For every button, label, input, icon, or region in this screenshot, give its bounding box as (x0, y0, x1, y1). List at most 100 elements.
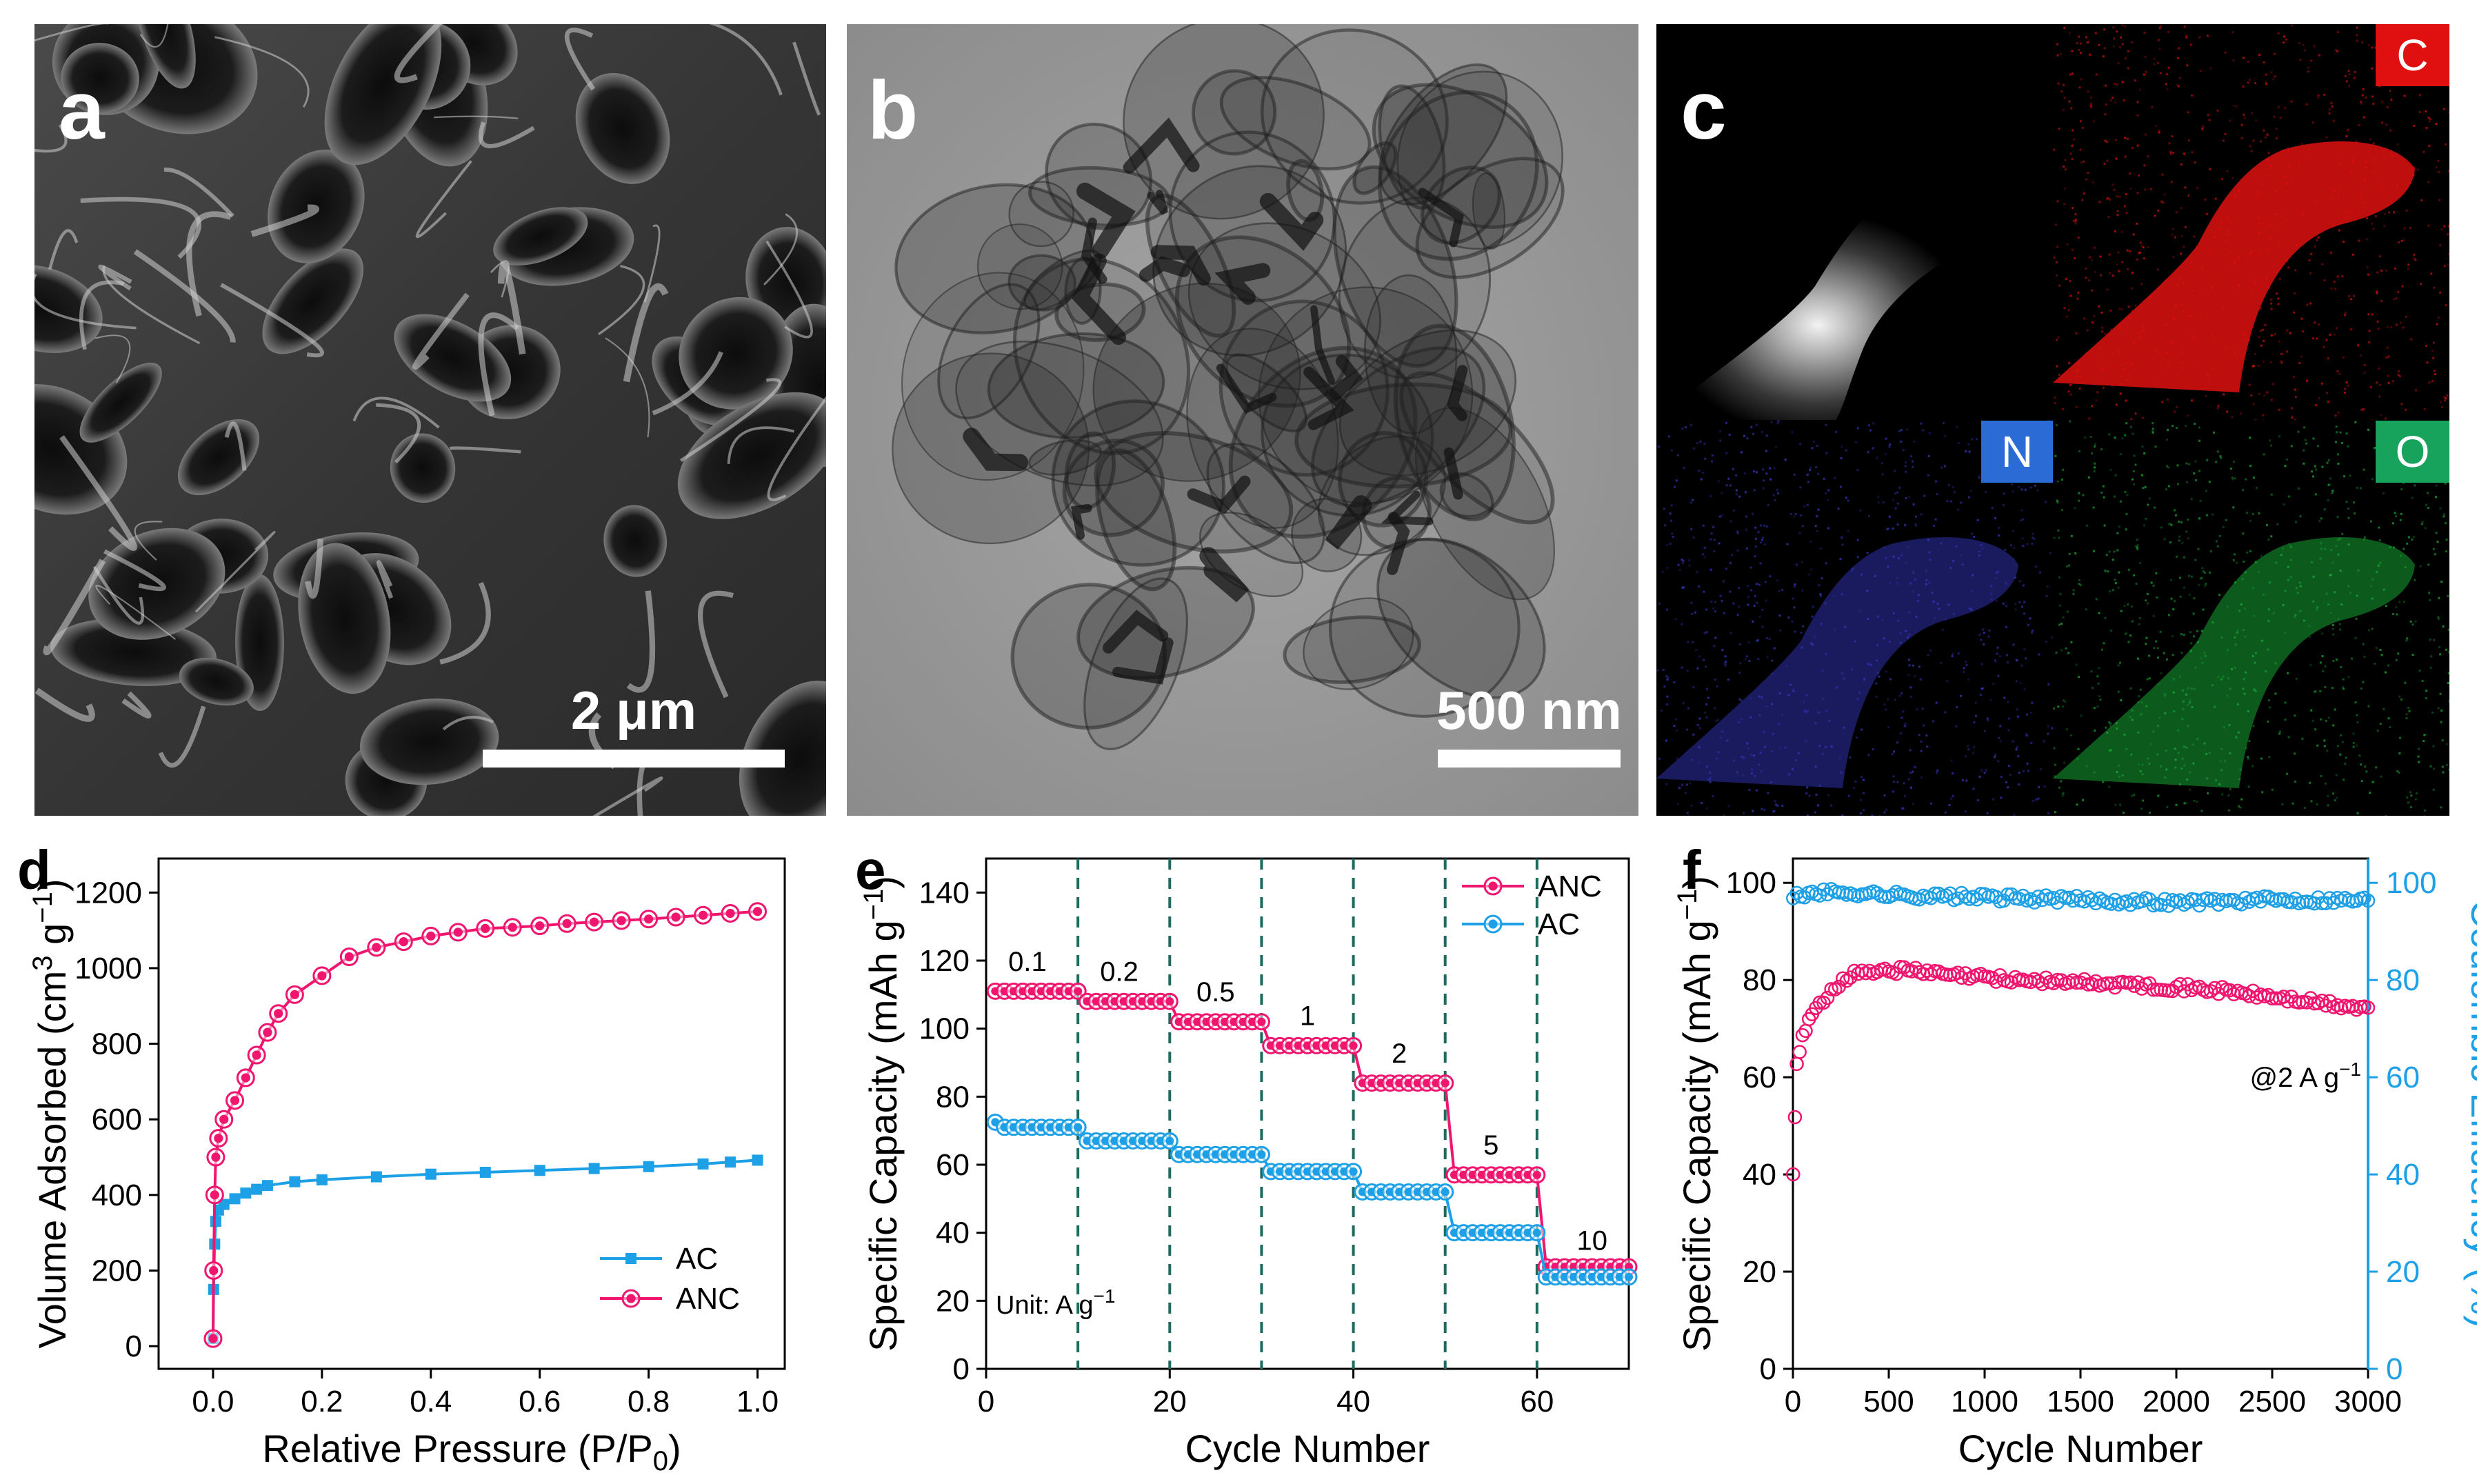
point-ac (210, 1216, 221, 1227)
x-tick-label: 2500 (2238, 1385, 2306, 1418)
capacity-point (2123, 975, 2138, 990)
point-ac (479, 1166, 491, 1178)
ce-point (2050, 895, 2065, 910)
point-anc-core (725, 908, 735, 919)
point-anc-core (1441, 1079, 1450, 1087)
y2-tick-label: 100 (2386, 866, 2436, 900)
capacity-point (2173, 976, 2187, 992)
y-tick-label: 120 (919, 944, 970, 978)
capacity-point (2245, 983, 2260, 999)
y2-tick-label: 0 (2386, 1352, 2403, 1386)
rate-label: 1 (1300, 1001, 1315, 1032)
capacity-point (2127, 979, 2142, 993)
tem-image-panel (847, 24, 1638, 816)
rate-label: 0.2 (1100, 957, 1139, 987)
point-anc-core (562, 919, 572, 928)
capacity-point (2146, 983, 2160, 997)
scale-label-a: 2 μm (570, 680, 697, 741)
x-axis-label: Cycle Number (1185, 1427, 1430, 1470)
point-anc-core (317, 971, 327, 981)
capacity-point (1795, 1027, 1810, 1043)
y-tick-label: 1200 (74, 876, 142, 910)
ce-point (2016, 888, 2030, 903)
capacity-point (2046, 976, 2061, 990)
x-tick-label: 40 (1336, 1385, 1370, 1418)
y-tick-label: 0 (126, 1330, 142, 1363)
y-tick-label: 40 (1743, 1158, 1776, 1192)
ce-point (2211, 897, 2226, 912)
ce-point (2315, 896, 2329, 910)
point-anc-core (230, 1096, 240, 1105)
point-anc-core (535, 921, 545, 931)
capacity-point (2085, 976, 2099, 992)
x-tick-label: 1000 (1951, 1385, 2018, 1418)
rate-annotation: @2 A g−1 (2249, 1059, 2361, 1093)
capacity-point (2161, 983, 2176, 998)
legend-label-anc: ANC (676, 1282, 740, 1316)
chart-f-svg: 0 500 1000 1500 2000 2500 30000204060801000204… (1672, 857, 2477, 1470)
x-tick-label: 0.6 (519, 1385, 561, 1418)
y-tick-label: 20 (936, 1284, 970, 1318)
sem-micrograph (34, 24, 826, 816)
x-tick-label: 0.4 (410, 1385, 452, 1418)
capacity-point (2184, 983, 2199, 998)
capacity-point (1816, 995, 1831, 1010)
y-tick-label: 100 (919, 1012, 970, 1046)
point-anc-core (1165, 997, 1174, 1006)
capacity-point (1792, 1045, 1807, 1059)
point-ac (425, 1168, 437, 1180)
y-tick-label: 40 (936, 1216, 970, 1250)
legend-marker-ac (625, 1253, 636, 1264)
element-tag-o: O (2376, 421, 2449, 483)
point-ac-core (1441, 1187, 1450, 1196)
ce-point (1878, 890, 1892, 904)
ce-point (2360, 893, 2376, 908)
panel-label-a: a (59, 64, 105, 157)
y2-tick-label: 40 (2386, 1158, 2420, 1192)
point-anc-core (211, 1152, 221, 1162)
panel-label-e: e (855, 839, 886, 901)
x-tick-label: 2000 (2143, 1385, 2210, 1418)
y-tick-label: 0 (1760, 1352, 1776, 1386)
point-anc-core (481, 923, 490, 934)
x-tick-label: 0.0 (192, 1385, 234, 1418)
ce-point (2284, 894, 2299, 910)
legend-marker-anc-core (1488, 881, 1498, 891)
x-tick-label: 1.0 (736, 1385, 779, 1418)
plot-frame (157, 857, 786, 1370)
y-tick-label: 400 (92, 1179, 142, 1212)
capacity-point (1787, 1110, 1803, 1125)
point-anc-core (274, 1009, 283, 1019)
y-tick-label: 1000 (74, 952, 142, 985)
capacity-point (1878, 961, 1892, 976)
point-ac-core (1074, 1123, 1083, 1132)
y-tick-label: 80 (936, 1080, 970, 1114)
y-axis-label: Specific Capacity (mAh g−1) (1672, 876, 1718, 1352)
rate-label: 10 (1576, 1225, 1607, 1256)
point-ac-core (1257, 1150, 1266, 1159)
ce-point (1870, 885, 1885, 901)
capacity-point (1786, 1167, 1801, 1182)
capacity-point (1839, 974, 1854, 988)
capacity-point (2227, 987, 2241, 1002)
point-anc-core (508, 923, 517, 932)
point-ac-core (1349, 1167, 1358, 1176)
capacity-point (2215, 980, 2229, 994)
point-anc-core (616, 916, 626, 925)
rate-label: 0.1 (1008, 947, 1047, 977)
y2-tick-label: 20 (2386, 1255, 2420, 1289)
y2-axis-label: Coulombic Efficiency (%) (2463, 899, 2477, 1327)
scale-bar-b (1438, 750, 1621, 768)
capacity-point (1798, 1023, 1813, 1039)
point-ac (289, 1176, 301, 1187)
x-tick-label: 20 (1153, 1385, 1187, 1418)
x-tick-label: 0 (1785, 1385, 1801, 1418)
y-tick-label: 140 (919, 876, 970, 910)
point-anc-core (698, 910, 708, 920)
x-tick-label: 0.8 (628, 1385, 670, 1418)
ce-point (2038, 888, 2054, 903)
eds-maps (1656, 24, 2449, 816)
unit-note: Unit: A g−1 (996, 1285, 1115, 1320)
point-anc-core (399, 936, 408, 947)
point-ac (588, 1163, 600, 1174)
